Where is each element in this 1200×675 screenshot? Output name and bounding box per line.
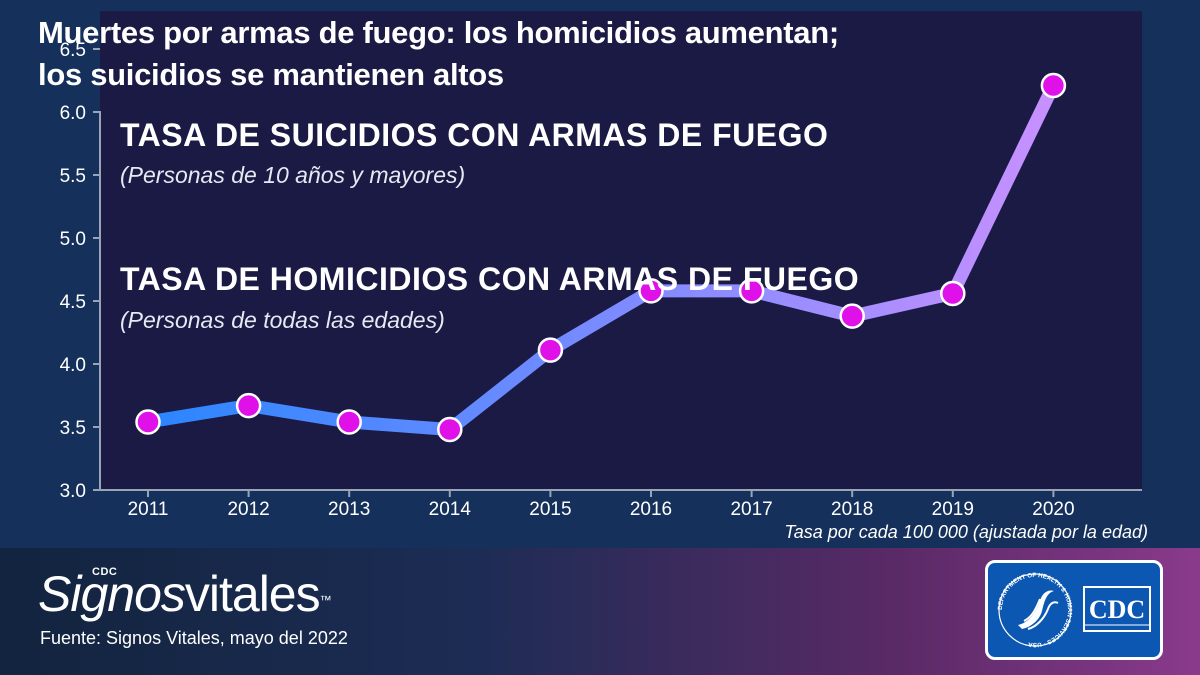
homicide-rate-point (235, 392, 262, 419)
suicide-band-title: TASA DE SUICIDIOS CON ARMAS DE FUEGO (120, 117, 829, 153)
cdc-logo-text: CDC (1089, 595, 1145, 624)
x-tick-label: 2011 (128, 499, 169, 520)
x-tick-label: 2015 (529, 499, 571, 520)
hhs-cdc-logo: DEPARTMENT OF HEALTH & HUMAN SERVICES · … (985, 560, 1163, 660)
source-note: Fuente: Signos Vitales, mayo del 2022 (40, 628, 348, 648)
homicide-rate-point (437, 416, 463, 443)
x-tick-label: 2020 (1032, 499, 1074, 520)
homicide-rate-line (141, 79, 1060, 437)
line-chart: 3.03.54.04.55.05.56.06.57.07.58.08.59.02… (60, 11, 1142, 520)
x-tick-label: 2019 (932, 499, 974, 520)
chart-title-line2: los suicidios se mantienen altos (38, 57, 504, 92)
chart-title-line1: Muertes por armas de fuego: los homicidi… (38, 15, 839, 50)
x-tick-label: 2016 (630, 499, 672, 520)
homicide-rate-point (638, 278, 664, 304)
wordmark-regular: vitales (184, 566, 321, 622)
homicide-rate-point (135, 409, 161, 435)
x-tick-label: 2014 (429, 499, 472, 520)
y-tick-label: 6.0 (60, 103, 86, 124)
homicide-rate-point (537, 337, 564, 363)
y-tick-label: 4.5 (60, 292, 86, 313)
chart-title: Muertes por armas de fuego: los homicidi… (38, 12, 1158, 96)
y-tick-label: 4.0 (60, 355, 86, 376)
wordmark-cdc-superscript: CDC (92, 566, 118, 578)
y-tick-label: 5.0 (60, 229, 86, 250)
hhs-seal-icon: DEPARTMENT OF HEALTH & HUMAN SERVICES · … (997, 572, 1151, 648)
y-tick-label: 3.0 (60, 481, 86, 502)
x-tick-label: 2012 (227, 499, 269, 520)
x-tick-label: 2013 (328, 499, 370, 520)
homicide-rate-point (336, 409, 362, 435)
y-tick-label: 6.5 (60, 40, 86, 61)
homicide-rate-point (738, 278, 765, 304)
x-tick-label: 2018 (831, 499, 873, 520)
homicide-rate-point (940, 280, 966, 307)
vital-signs-wordmark: Signosvitales™ (38, 566, 332, 622)
homicide-rate-point (1040, 72, 1067, 99)
trademark-symbol: ™ (319, 593, 332, 607)
homicide-rate-point (839, 303, 865, 329)
wordmark-italic: Signos (38, 566, 186, 622)
x-tick-label: 2017 (730, 499, 772, 520)
y-tick-label: 5.5 (60, 166, 86, 187)
homicide-band-title: TASA DE HOMICIDIOS CON ARMAS DE FUEGO (120, 261, 860, 297)
rate-footnote: Tasa por cada 100 000 (ajustada por la e… (784, 522, 1148, 542)
suicide-band-subtitle: (Personas de 10 años y mayores) (120, 162, 466, 188)
homicide-band-subtitle: (Personas de todas las edades) (120, 307, 445, 333)
y-tick-label: 3.5 (60, 418, 86, 439)
